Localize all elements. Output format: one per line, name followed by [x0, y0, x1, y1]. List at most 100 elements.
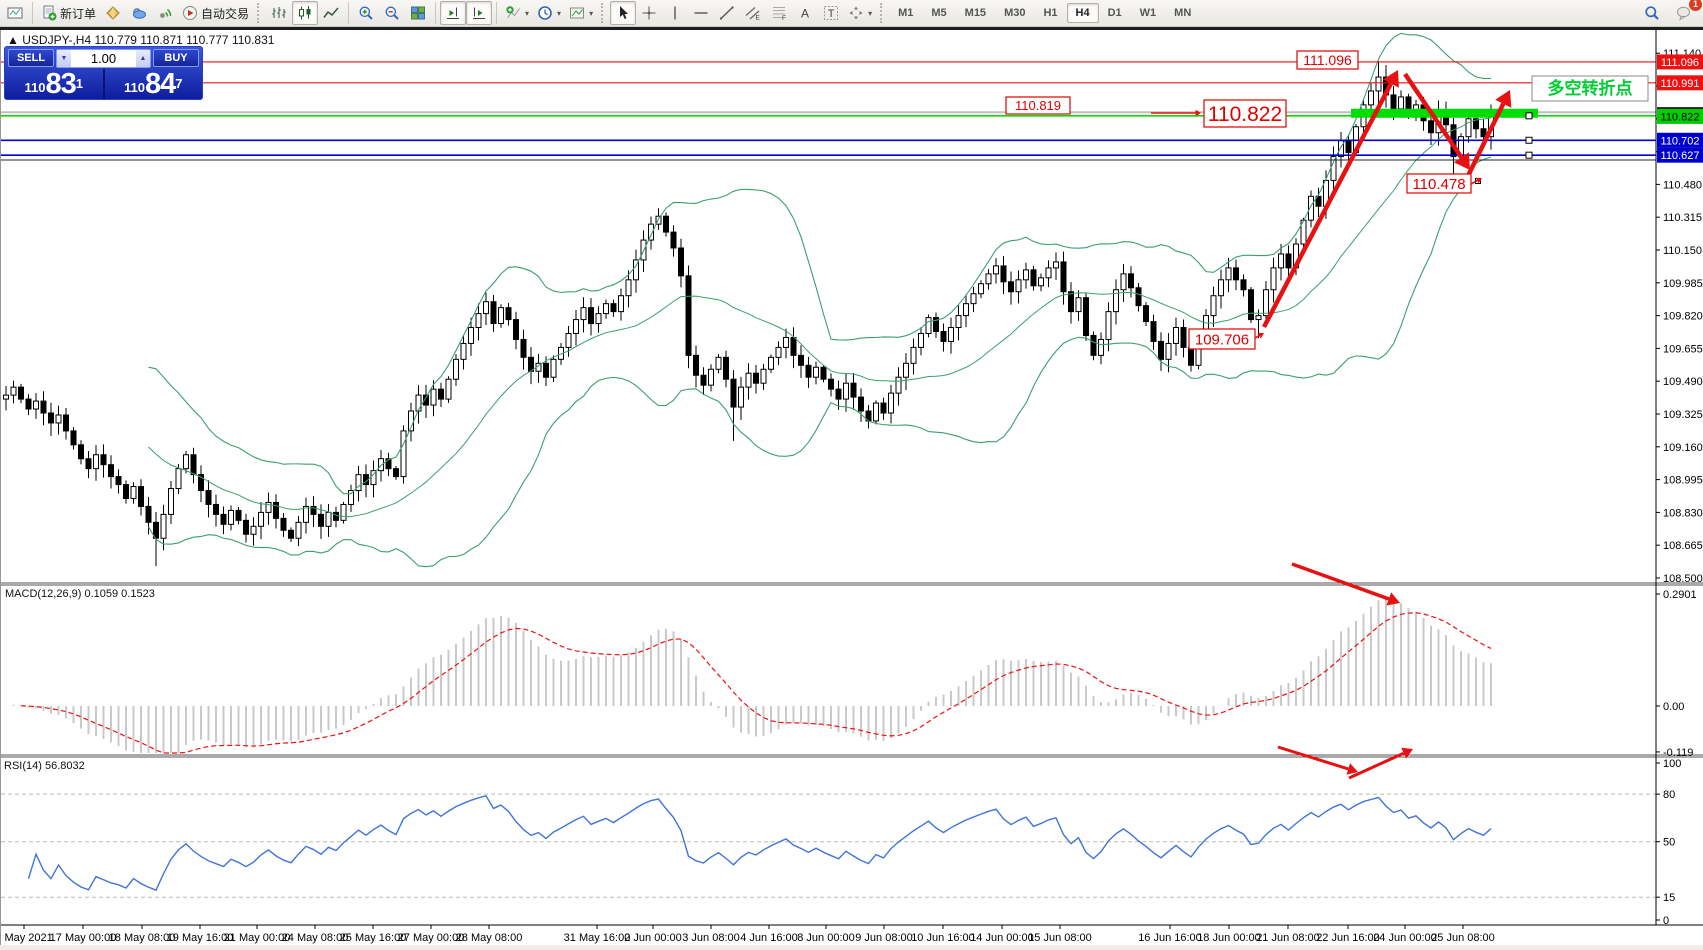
- chart-background: [1, 30, 1703, 945]
- bar-chart-icon: [271, 5, 287, 21]
- price-tick-label: 108.500: [1663, 573, 1703, 585]
- timeframe-mn-button[interactable]: MN: [1174, 7, 1192, 19]
- equidistant-channel-button[interactable]: E: [740, 1, 766, 25]
- rsi-up-arrow[interactable]: [1348, 747, 1413, 780]
- bear-candle: [678, 247, 684, 277]
- signals-button[interactable]: [152, 1, 178, 25]
- pointer[interactable]: [1470, 177, 1482, 185]
- text-button[interactable]: A: [792, 1, 818, 25]
- toolbar-separator: [496, 2, 498, 24]
- price-annotation-110822[interactable]: 110.822: [1203, 99, 1287, 128]
- data-window-button[interactable]: [2, 1, 28, 25]
- bear-candle: [850, 382, 857, 398]
- volume-stepper[interactable]: ▼ 1.00 ▲: [56, 48, 151, 68]
- bear-candle: [1480, 128, 1487, 138]
- arrow-head: [1382, 70, 1399, 88]
- arrows-button[interactable]: ▾: [844, 1, 876, 25]
- rsi-tick-label: 15: [1663, 892, 1675, 904]
- chart-shift-button[interactable]: [440, 1, 467, 25]
- macd-down-arrow[interactable]: [1291, 562, 1400, 606]
- fibonacci-retracement-button[interactable]: F: [766, 1, 792, 25]
- line-selection-handle[interactable]: [1525, 136, 1533, 144]
- bollinger-lower-band: [148, 156, 1492, 568]
- horizontal-line-button[interactable]: [688, 1, 714, 25]
- bull-candle: [580, 307, 587, 321]
- timeframe-h4-button[interactable]: H4: [1066, 3, 1099, 23]
- bear-candle: [138, 486, 144, 507]
- price-chart[interactable]: MACD(12,26,9) 0.1059 0.1523 RSI(14) 56.80…: [0, 30, 1703, 945]
- buy-button[interactable]: BUY: [153, 49, 199, 67]
- pointer[interactable]: [1254, 332, 1264, 339]
- candlestick-chart-button[interactable]: [292, 1, 319, 25]
- volume-increase-button[interactable]: ▲: [136, 49, 150, 67]
- bear-candle: [1000, 265, 1007, 283]
- line-selection-handle[interactable]: [1525, 112, 1533, 120]
- bollinger-bands[interactable]: [148, 32, 1492, 568]
- turning-point-text-annotation[interactable]: 多空转折点: [1531, 75, 1649, 102]
- trend-up-arrow[interactable]: [1262, 70, 1399, 329]
- timeframe-h1-button[interactable]: H1: [1043, 7, 1058, 19]
- one-click-trading-panel[interactable]: SELL ▼ 1.00 ▲ BUY 110 83 1 110 84 7: [4, 46, 203, 100]
- new-order-button[interactable]: 新订单: [37, 1, 100, 25]
- price-badge: [1657, 132, 1703, 148]
- auto-scroll-button[interactable]: [466, 1, 493, 25]
- tile-windows-button[interactable]: [405, 1, 431, 25]
- cursor-button[interactable]: [610, 1, 637, 25]
- arrow-shaft: [1470, 179, 1478, 185]
- timeframe-m15-button[interactable]: M15: [964, 7, 987, 19]
- timeframe-d1-button[interactable]: D1: [1107, 7, 1122, 19]
- text-annotation-box: [1531, 75, 1649, 102]
- price-annotation-110819[interactable]: 110.819: [1005, 96, 1071, 115]
- annotation-box: [1188, 328, 1256, 350]
- zoom-in-button[interactable]: [353, 1, 379, 25]
- templates-icon: [569, 5, 585, 21]
- arrows-dropdown-arrow-icon[interactable]: ▾: [868, 8, 873, 18]
- periods-dropdown-arrow-icon[interactable]: ▾: [557, 8, 562, 18]
- timeframe-w1-button[interactable]: W1: [1139, 7, 1157, 19]
- chart-window[interactable]: MACD(12,26,9) 0.1059 0.1523 RSI(14) 56.80…: [0, 30, 1703, 945]
- timeframe-m5-button[interactable]: M5: [931, 7, 947, 19]
- indicators-list-dropdown-arrow-icon[interactable]: ▾: [525, 8, 530, 18]
- bear-candle: [85, 458, 92, 470]
- rsi-down-arrow[interactable]: [1277, 745, 1358, 775]
- pullback-down-arrow[interactable]: [1403, 72, 1470, 170]
- volume-input[interactable]: 1.00: [90, 50, 117, 66]
- timeframe-m1-button[interactable]: M1: [898, 7, 914, 19]
- search-button[interactable]: [1639, 1, 1665, 25]
- line-selection-handle[interactable]: [1525, 151, 1533, 159]
- indicators-list-button[interactable]: ▾: [501, 1, 533, 25]
- price-annotation-111096[interactable]: 111.096: [1296, 50, 1359, 70]
- rsi-indicator[interactable]: [27, 794, 1492, 892]
- sell-button[interactable]: SELL: [8, 49, 54, 67]
- macd-indicator[interactable]: [12, 599, 1492, 754]
- templates-button[interactable]: ▾: [565, 1, 597, 25]
- zoom-out-button[interactable]: [379, 1, 405, 25]
- trendline-button[interactable]: [714, 1, 740, 25]
- price-annotation-110478[interactable]: 110.478: [1406, 173, 1481, 194]
- profiles-button[interactable]: [100, 1, 126, 25]
- pointer[interactable]: [1151, 109, 1201, 117]
- notifications-button[interactable]: 1: [1671, 0, 1702, 25]
- periods-button[interactable]: ▾: [533, 1, 565, 25]
- price-annotation-109706[interactable]: 109.706: [1188, 328, 1256, 350]
- bear-candle: [798, 354, 804, 366]
- timeframe-m30-button[interactable]: M30: [1004, 7, 1026, 19]
- templates-dropdown-arrow-icon[interactable]: ▾: [589, 8, 594, 18]
- bounce-up-arrow[interactable]: [1462, 90, 1512, 183]
- text-label-button[interactable]: T: [818, 1, 844, 25]
- bull-candle: [1270, 267, 1277, 291]
- bear-candle: [1008, 281, 1014, 293]
- bear-candle: [18, 386, 24, 400]
- sell-price[interactable]: 110 83 1: [5, 69, 105, 99]
- candlestick-series[interactable]: [3, 61, 1494, 567]
- buy-price[interactable]: 110 84 7: [105, 69, 203, 99]
- volume-decrease-button[interactable]: ▼: [57, 49, 71, 67]
- auto-trading-button[interactable]: 自动交易: [178, 1, 253, 25]
- crosshair-button[interactable]: [636, 1, 662, 25]
- vertical-line-button[interactable]: [662, 1, 688, 25]
- collapse-triangle-icon[interactable]: ▲: [7, 33, 19, 47]
- market-watch-button[interactable]: [126, 1, 152, 25]
- line-chart-button[interactable]: [318, 1, 344, 25]
- bar-chart-button[interactable]: [266, 1, 292, 25]
- bull-candle: [303, 505, 309, 523]
